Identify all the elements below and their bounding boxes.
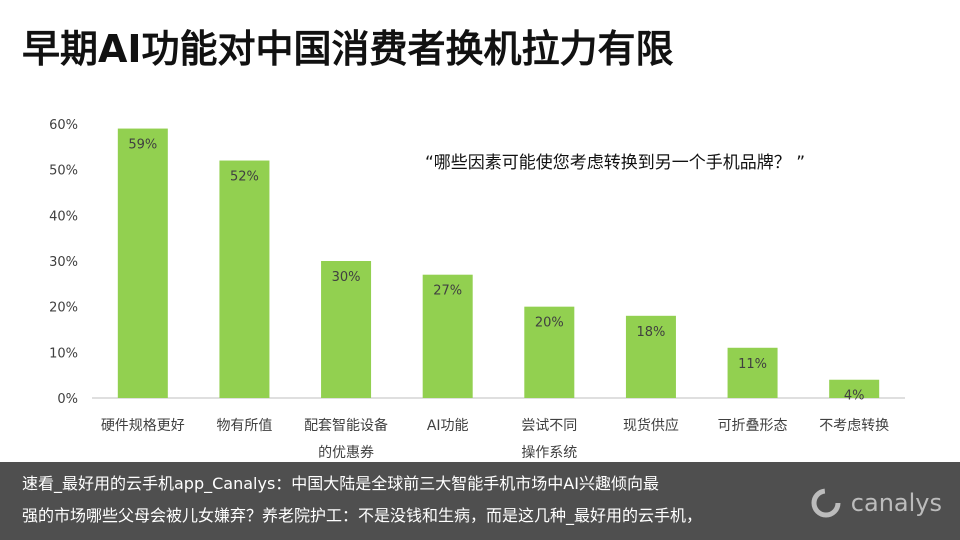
bars: 59% 52% 30% 27% 20% 18% 11% 4%: [117, 128, 880, 404]
caption-line-2: 强的市场哪些父母会被儿女嫌弃？养老院护工：不是没钱和生病，而是这几种_最好用的云…: [22, 506, 703, 525]
caption-overlay: 速看_最好用的云手机app_Canalys：中国大陆是全球前三大智能手机市场中A…: [0, 462, 960, 540]
y-tick-label: 20%: [49, 301, 78, 316]
x-tick-label: 可折叠形态: [718, 418, 788, 434]
caption-line-1: 速看_最好用的云手机app_Canalys：中国大陆是全球前三大智能手机市场中A…: [22, 474, 659, 493]
x-tick-label: AI功能: [427, 418, 469, 434]
x-tick-label: 不考虑转换: [819, 417, 889, 434]
bar-data-label: 4%: [844, 389, 865, 404]
bar: [219, 160, 270, 398]
y-tick-label: 0%: [57, 392, 78, 407]
y-tick-label: 30%: [49, 255, 78, 270]
x-tick-label: 物有所值: [216, 418, 272, 434]
bar: [727, 347, 778, 398]
page-title: 早期AI功能对中国消费者换机拉力有限: [22, 27, 674, 71]
y-tick-label: 50%: [49, 164, 78, 179]
bar-data-label: 59%: [128, 138, 157, 153]
x-tick-label: 硬件规格更好: [101, 418, 185, 434]
x-tick-label: 配套智能设备: [304, 417, 388, 434]
canalys-logo: canalys: [811, 488, 942, 518]
x-tick-label: 现货供应: [623, 417, 679, 434]
bar: [117, 128, 168, 399]
bar: [422, 274, 473, 398]
canalys-logo-icon: [811, 488, 841, 518]
bar-data-label: 52%: [230, 170, 259, 185]
bar: [321, 261, 372, 398]
survey-question: “哪些因素可能使您考虑转换到另一个手机品牌？ ”: [425, 153, 806, 173]
y-tick-label: 40%: [49, 209, 78, 224]
y-tick-label: 60%: [49, 118, 78, 133]
bar: [829, 379, 880, 398]
bar-data-label: 30%: [332, 270, 361, 285]
logo-text: canalys: [850, 489, 942, 517]
bar-data-label: 20%: [535, 316, 564, 331]
x-tick-label: 尝试不同: [521, 418, 577, 434]
bar-data-label: 27%: [433, 284, 462, 299]
bar: [524, 306, 575, 398]
bar: [625, 315, 676, 398]
x-tick-label: 的优惠券: [318, 445, 374, 461]
bar-data-label: 11%: [738, 357, 767, 372]
bar-data-label: 18%: [636, 325, 665, 340]
x-tick-label: 操作系统: [521, 445, 577, 461]
y-tick-label: 10%: [49, 346, 78, 361]
